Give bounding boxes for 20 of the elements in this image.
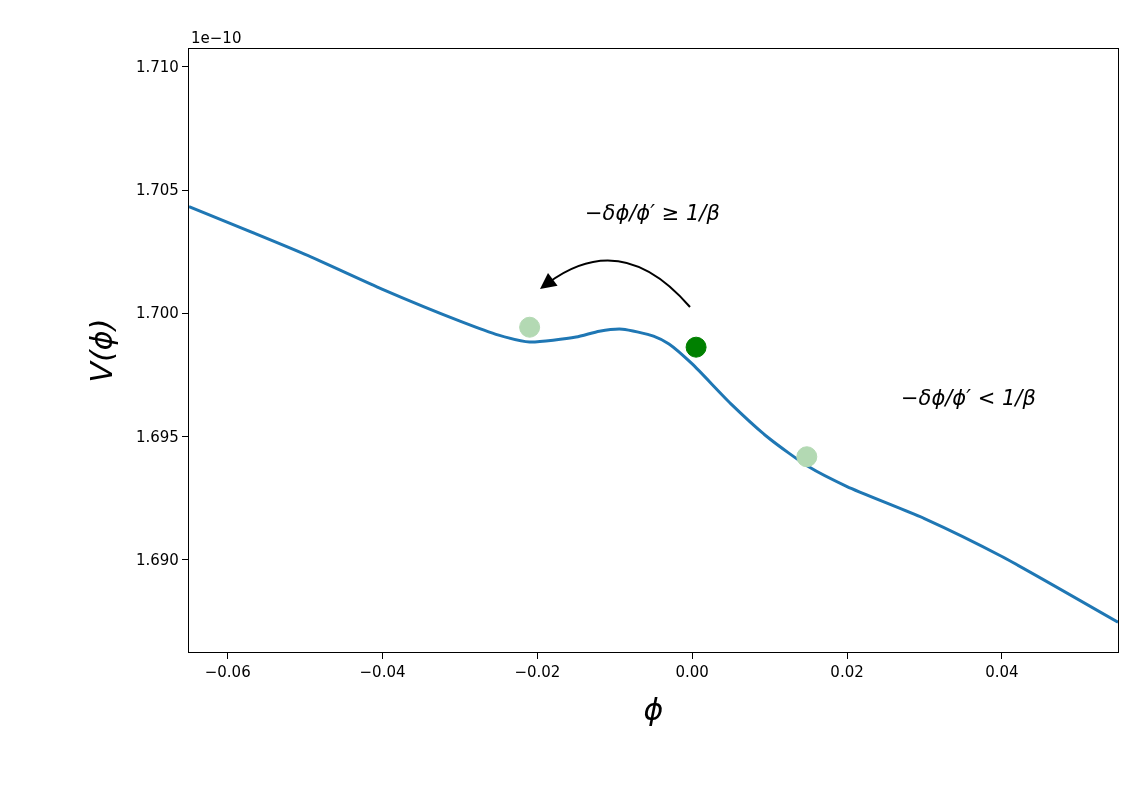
x-tick-label: −0.02 [514, 663, 561, 682]
x-tick-label: 0.04 [985, 663, 1019, 682]
x-tick-label: 0.02 [830, 663, 864, 682]
point [685, 336, 707, 358]
point [519, 316, 541, 338]
annotation: −δϕ/ϕ′ ≥ 1/β [585, 201, 720, 225]
y-tick-label: 1.690 [135, 550, 179, 569]
x-tick-label: −0.06 [204, 663, 251, 682]
line-series [189, 205, 1118, 624]
x-tick-label: −0.04 [359, 663, 406, 682]
y-axis-title: V(ϕ) [83, 318, 119, 383]
y-tick-label: 1.710 [135, 58, 179, 77]
x-axis-title: ϕ [643, 691, 664, 727]
text: 1e−10 [191, 29, 242, 47]
y-tick-label: 1.700 [135, 304, 179, 323]
x-tick-label: 0.00 [675, 663, 709, 682]
annotation: −δϕ/ϕ′ < 1/β [901, 386, 1036, 410]
y-tick-label: 1.695 [135, 427, 179, 446]
point [796, 446, 818, 468]
y-tick-label: 1.705 [135, 181, 179, 200]
